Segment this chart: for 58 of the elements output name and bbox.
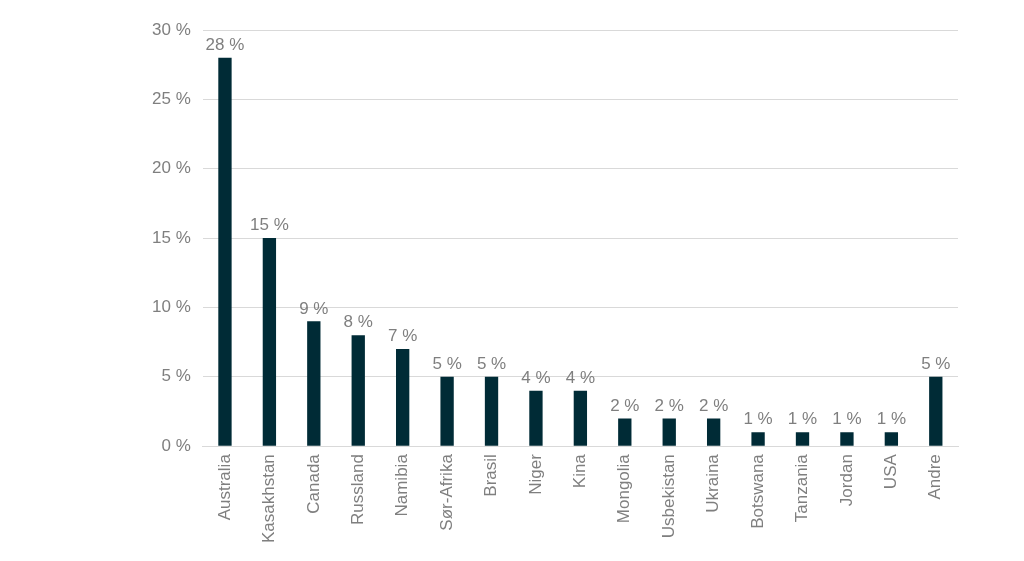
- bar: [307, 321, 321, 446]
- bar: [262, 238, 277, 446]
- data-label: 1 %: [876, 409, 907, 429]
- data-label: 5 %: [921, 353, 951, 373]
- y-tick-label: 0 %: [161, 435, 191, 455]
- data-label: 15 %: [250, 215, 289, 235]
- bar: [884, 432, 899, 446]
- data-label: 1 %: [832, 409, 862, 429]
- x-tick-label: Australia: [214, 453, 234, 521]
- bar: [795, 432, 810, 446]
- x-tick-label: Ukraina: [703, 453, 723, 513]
- x-tick-label: Brasil: [481, 454, 501, 497]
- x-tick-label: Botswana: [747, 453, 767, 529]
- y-tick-label: 5 %: [161, 366, 191, 386]
- data-label: 7 %: [388, 326, 418, 346]
- y-tick-label: 20 %: [152, 158, 191, 178]
- data-label: 4 %: [521, 367, 551, 387]
- x-tick-label: Andre: [925, 454, 945, 500]
- bar: [529, 390, 543, 446]
- bar: [396, 349, 410, 446]
- data-label: 1 %: [787, 409, 818, 429]
- bar: [218, 57, 232, 446]
- x-tick-label: Niger: [525, 453, 545, 495]
- data-label: 5 %: [432, 353, 462, 373]
- x-tick-label: Mongolia: [614, 453, 634, 524]
- bar: [351, 335, 365, 446]
- bar: [751, 432, 765, 446]
- y-tick-label: 10 %: [152, 297, 191, 317]
- bar: [618, 418, 632, 446]
- y-tick-label: 15 %: [152, 227, 191, 247]
- x-tick-label: Russland: [347, 454, 367, 526]
- x-tick-label: Namibia: [392, 453, 412, 517]
- data-label: 8 %: [343, 312, 373, 332]
- bar: [706, 418, 721, 446]
- y-tick-label: 25 %: [152, 89, 191, 109]
- x-tick-label: Jordan: [836, 454, 856, 507]
- bar: [484, 376, 499, 446]
- x-tick-label: Sør-Afrika: [436, 453, 456, 531]
- x-tick-label: USA: [881, 453, 901, 490]
- data-label: 2 %: [654, 395, 684, 415]
- data-label: 4 %: [565, 367, 596, 387]
- bar: [440, 376, 454, 446]
- x-tick-label: Kasakhstan: [259, 454, 279, 544]
- x-tick-label: Kina: [570, 453, 590, 489]
- x-tick-label: Tanzania: [792, 453, 812, 523]
- data-label: 28 %: [205, 34, 245, 54]
- data-label: 5 %: [476, 353, 507, 373]
- data-label: 2 %: [610, 395, 640, 415]
- bar: [662, 418, 676, 446]
- x-tick-label: Usbekistan: [658, 454, 678, 539]
- data-label: 9 %: [299, 298, 329, 318]
- y-tick-label: 30 %: [152, 19, 191, 39]
- data-label: 2 %: [699, 395, 729, 415]
- bar: [929, 376, 943, 446]
- bar: [573, 390, 588, 446]
- bar: [840, 432, 854, 446]
- x-tick-label: Canada: [303, 453, 323, 514]
- data-label: 1 %: [743, 409, 773, 429]
